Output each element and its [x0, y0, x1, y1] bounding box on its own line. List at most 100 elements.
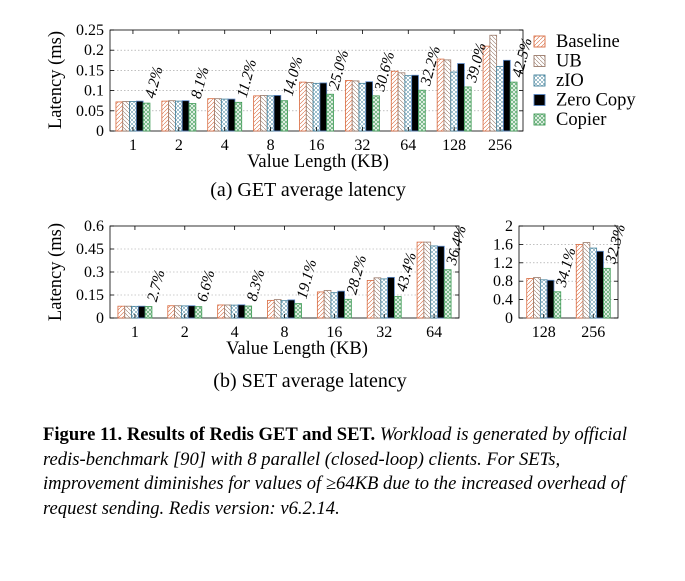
- bar-baseline-64: [416, 241, 425, 319]
- bar-baseline-32: [344, 80, 353, 132]
- set-latency-chart-small: 00.150.30.450.6 2.7% 6.6% 8.3% 19.1% 28.2% 43…: [46, 218, 470, 392]
- bar-baseline-2: [167, 305, 175, 319]
- x-tick-label: 1: [131, 324, 139, 341]
- bar-zero-copy-4: [237, 304, 246, 319]
- bar-ub-256: [582, 242, 591, 319]
- legend-label: UB: [556, 52, 582, 72]
- bar-copier-4: [244, 305, 253, 319]
- improvement-label: 4.2%: [142, 64, 167, 100]
- bar-ub-16: [323, 289, 332, 319]
- bar-baseline-32: [366, 280, 375, 319]
- x-axis: 1 2 4 8 16 32 64: [131, 226, 442, 341]
- x-tick-label: 128: [532, 324, 556, 341]
- bar-zero-copy-128: [457, 63, 465, 132]
- bar-zero-copy-4: [227, 98, 236, 132]
- y-axis-title: Latency (ms): [46, 31, 66, 129]
- bar-ub-32: [351, 80, 360, 132]
- y-tick-label: 0.25: [76, 22, 104, 39]
- bar-zero-copy-128: [546, 279, 555, 319]
- improvement-label: 8.3%: [244, 267, 269, 303]
- bar-ub-64: [423, 241, 432, 319]
- y-tick-label: 0.15: [76, 62, 104, 79]
- improvement-label: 2.7%: [144, 268, 169, 304]
- bar-zero-copy-16: [319, 82, 328, 132]
- bar-zero-copy-64: [437, 245, 445, 319]
- bar-copier-256: [603, 267, 611, 319]
- set-latency-chart-large: 00.4 0.81.2 1.62 34.1% 32.3% 128 256: [493, 218, 629, 341]
- y-tick-label: 0.3: [84, 264, 104, 281]
- bar-zero-copy-2: [187, 305, 196, 319]
- bar-baseline-4: [207, 98, 215, 132]
- bar-zero-copy-1: [137, 305, 146, 319]
- y-tick-label: 0.8: [493, 273, 513, 290]
- bar-ub-64: [397, 72, 406, 132]
- y-tick-label: 0.1: [84, 83, 104, 100]
- bar-copier-64: [443, 269, 452, 319]
- bar-zio-1: [129, 101, 137, 132]
- y-tick-label: 0.2: [84, 42, 104, 59]
- bar-copier-1: [144, 306, 153, 319]
- x-tick-label: 128: [442, 137, 466, 154]
- bar-ub-1: [122, 101, 130, 132]
- y-tick-label: 0.45: [76, 241, 104, 258]
- improvement-label: 19.1%: [294, 257, 321, 300]
- legend-swatch-baseline: [533, 35, 546, 48]
- chart-title: (a) GET average latency: [210, 179, 406, 201]
- x-axis-title: Value Length (KB): [247, 152, 389, 172]
- bar-copier-256: [509, 81, 518, 132]
- x-tick-label: 64: [400, 137, 416, 154]
- bars: [117, 241, 452, 319]
- improvement-label: 6.6%: [194, 268, 219, 304]
- bar-ub-256: [489, 34, 498, 132]
- y-tick-label: 0.15: [76, 287, 104, 304]
- bar-zio-32: [380, 278, 389, 319]
- y-tick-label: 0.4: [493, 292, 513, 309]
- bar-baseline-64: [390, 70, 399, 132]
- bar-ub-4: [214, 98, 222, 132]
- bar-zero-copy-8: [287, 299, 296, 319]
- bar-zero-copy-2: [181, 100, 190, 132]
- x-axis: 1 2 4 8 16 32 64 128 256: [129, 30, 512, 154]
- improvement-label: 36.4%: [443, 224, 470, 268]
- x-tick-label: 32: [354, 137, 370, 154]
- improvement-labels: 4.2% 8.1% 11.2% 14.0% 25.0% 30.6% 32.2% 39.0% 42…: [142, 36, 536, 101]
- bar-copier-64: [418, 89, 426, 132]
- bar-copier-8: [280, 100, 289, 132]
- legend-label: Copier: [556, 110, 606, 130]
- bar-zero-copy-16: [337, 290, 345, 319]
- x-tick-label: 2: [175, 137, 183, 154]
- y-tick-label: 0: [505, 310, 513, 327]
- x-tick-label: 2: [181, 324, 189, 341]
- plot-frame: [518, 225, 619, 319]
- figure-caption: Figure 11. Results of Redis GET and SET.…: [43, 423, 653, 521]
- legend-label: Baseline: [556, 32, 620, 52]
- bar-baseline-8: [267, 299, 275, 319]
- bar-zio-16: [312, 82, 321, 132]
- figure-canvas: 0 0.05 0.1 0.15 0.2 0.25 4.2% 8.1% 11.2% 14.0% 25…: [46, 22, 636, 392]
- bar-zio-2: [175, 100, 183, 132]
- bar-zio-256: [589, 247, 598, 319]
- caption-text: Workload is generated by official redis-…: [43, 424, 628, 519]
- bar-copier-128: [463, 86, 472, 132]
- legend-label: Zero Copy: [556, 91, 636, 111]
- bar-zio-4: [220, 98, 229, 132]
- x-tick-label: 32: [376, 324, 392, 341]
- y-tick-label: 1.6: [493, 236, 513, 253]
- x-tick-label: 8: [267, 137, 275, 154]
- bar-baseline-8: [253, 95, 261, 132]
- chart-title: (b) SET average latency: [213, 370, 406, 392]
- x-tick-label: 256: [488, 137, 512, 154]
- x-axis-title: Value Length (KB): [226, 339, 368, 359]
- bar-copier-32: [372, 95, 380, 132]
- bar-baseline-1: [115, 101, 124, 132]
- y-tick-label: 0: [96, 123, 104, 140]
- improvement-label: 11.2%: [234, 57, 261, 99]
- legend-swatch-ub: [533, 55, 546, 67]
- bar-zero-copy-1: [135, 100, 144, 132]
- improvement-label: 32.3%: [602, 222, 629, 266]
- x-axis: 128 256: [532, 226, 605, 341]
- get-latency-chart: 0 0.05 0.1 0.15 0.2 0.25 4.2% 8.1% 11.2% 14.0% 25…: [46, 22, 536, 201]
- bar-ub-2: [168, 100, 176, 132]
- legend-swatch-zero-copy: [533, 94, 546, 106]
